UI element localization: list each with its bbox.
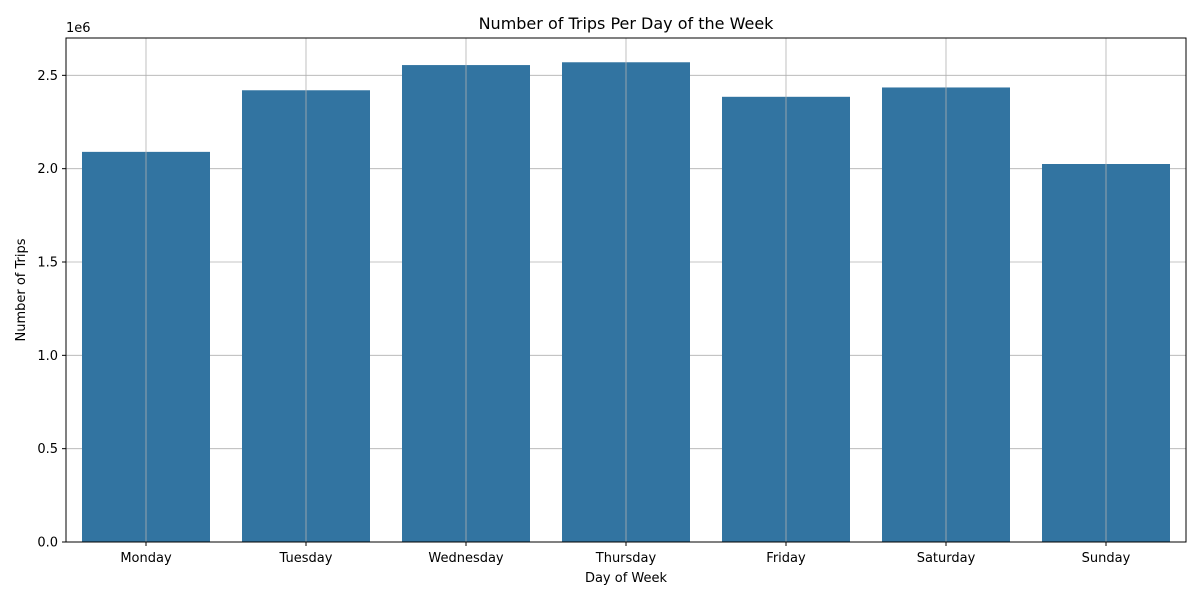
y-tick-label: 0.0: [37, 536, 58, 551]
y-tick-label: 1.5: [37, 256, 58, 271]
y-axis-label: Number of Trips: [14, 238, 29, 341]
x-tick-label: Saturday: [917, 551, 976, 566]
x-tick-label: Thursday: [595, 551, 657, 566]
y-tick-label: 0.5: [37, 442, 58, 457]
vertical-grid-lines: [145, 38, 1107, 542]
y-tick-label: 2.5: [37, 69, 58, 84]
x-tick-label: Tuesday: [279, 551, 333, 566]
x-tick-label: Sunday: [1082, 551, 1131, 566]
x-tick-label: Monday: [120, 551, 172, 566]
x-tick-label: Friday: [766, 551, 806, 566]
y-axis-ticks: 0.0 0.5 1.0 1.5 2.0 2.5: [37, 69, 66, 551]
x-axis-ticks: Monday Tuesday Wednesday Thursday Friday Satu…: [120, 542, 1131, 566]
y-axis-offset-label: 1e6: [66, 21, 91, 36]
y-tick-label: 2.0: [37, 162, 58, 177]
chart-title: Number of Trips Per Day of the Week: [479, 14, 775, 33]
x-axis-label: Day of Week: [585, 571, 668, 586]
y-tick-label: 1.0: [37, 349, 58, 364]
x-tick-label: Wednesday: [428, 551, 504, 566]
